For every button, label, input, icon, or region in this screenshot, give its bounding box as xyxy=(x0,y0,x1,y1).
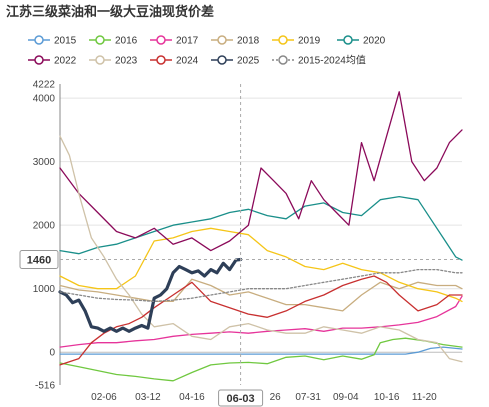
crosshair-y-label: 1460 xyxy=(27,254,51,266)
y-tick-label: 1000 xyxy=(33,284,56,295)
legend-label: 2015 xyxy=(54,36,77,47)
x-tick-label: 07-31 xyxy=(295,392,321,403)
grid xyxy=(60,97,462,353)
legend-item-2016: 2016 xyxy=(89,35,138,47)
y-max-label: 4222 xyxy=(33,80,56,91)
x-axis: 02-06 03-12 04-16 26 07-31 09-04 10-16 11-20 xyxy=(91,392,437,403)
series-line-2019 xyxy=(59,227,463,303)
legend-swatch-marker xyxy=(34,55,44,65)
legend-item-2023: 2023 xyxy=(89,55,138,67)
legend-label: 2017 xyxy=(176,36,199,47)
legend-label: 2015-2024均值 xyxy=(298,54,366,67)
legend-item-2018: 2018 xyxy=(211,35,260,47)
crosshair: 1460 06-03 xyxy=(19,84,462,407)
x-tick-label: 26 xyxy=(270,392,282,403)
legend-item-2020: 2020 xyxy=(337,35,386,47)
x-tick-label: 10-16 xyxy=(374,392,400,403)
legend-item-2017: 2017 xyxy=(150,35,199,47)
series-line-2022 xyxy=(59,91,463,252)
y-tick-label: 0 xyxy=(49,348,55,359)
y-tick-label: 4000 xyxy=(33,94,56,105)
legend-swatch-marker xyxy=(95,35,105,45)
legend-item-2015-2024: 2015-2024均值 xyxy=(272,54,366,67)
series-line-2015 xyxy=(59,346,463,355)
legend-swatch-marker xyxy=(217,55,227,65)
crosshair-y-box xyxy=(19,249,59,269)
legend: 2015 2016 2017 2018 2019 2020 2022 2023 2024 2025… xyxy=(28,35,386,67)
x-tick-label: 04-16 xyxy=(179,392,205,403)
legend-swatch-marker xyxy=(34,35,44,45)
legend-label: 2016 xyxy=(115,36,138,47)
legend-label: 2018 xyxy=(237,36,260,47)
y-tick-label: 2000 xyxy=(33,221,56,232)
legend-label: 2025 xyxy=(237,56,260,67)
legend-swatch-marker xyxy=(217,35,227,45)
legend-item-2019: 2019 xyxy=(272,35,321,47)
legend-swatch-marker xyxy=(156,35,166,45)
legend-item-2024: 2024 xyxy=(150,55,199,67)
series-line-2018 xyxy=(59,278,463,312)
series-line-2023 xyxy=(59,135,463,363)
legend-swatch-marker xyxy=(95,55,105,65)
legend-label: 2020 xyxy=(363,36,386,47)
legend-swatch-marker xyxy=(156,55,166,65)
series-line-2016 xyxy=(59,337,463,382)
series-line-2024 xyxy=(59,275,463,366)
y-axis: 0 1000 2000 3000 4000 4222 -516 xyxy=(33,80,61,392)
series-line-2025 xyxy=(58,257,243,333)
y-tick-label: 3000 xyxy=(33,157,56,168)
legend-item-2025: 2025 xyxy=(211,55,260,67)
x-tick-label: 09-04 xyxy=(333,392,359,403)
crosshair-x-box xyxy=(218,389,264,407)
crosshair-x-label: 06-03 xyxy=(227,393,255,405)
x-tick-label: 03-12 xyxy=(135,392,161,403)
legend-label: 2022 xyxy=(54,56,77,67)
legend-swatch-marker xyxy=(278,55,288,65)
series-line-2020 xyxy=(59,195,463,261)
series-line-2015-2024 xyxy=(59,268,463,303)
legend-item-2015: 2015 xyxy=(28,35,77,47)
legend-swatch-marker xyxy=(278,35,288,45)
x-tick-label: 11-20 xyxy=(412,392,437,403)
legend-label: 2019 xyxy=(298,36,321,47)
series-line-2017 xyxy=(59,295,463,348)
legend-label: 2024 xyxy=(176,56,199,67)
legend-swatch-marker xyxy=(343,35,353,45)
chart-title: 江苏三级菜油和一级大豆油现货价差 xyxy=(6,4,214,19)
legend-item-2022: 2022 xyxy=(28,55,77,67)
y-min-label: -516 xyxy=(35,381,55,392)
x-tick-label: 02-06 xyxy=(91,392,117,403)
plot-area xyxy=(58,91,463,382)
legend-label: 2023 xyxy=(115,56,138,67)
